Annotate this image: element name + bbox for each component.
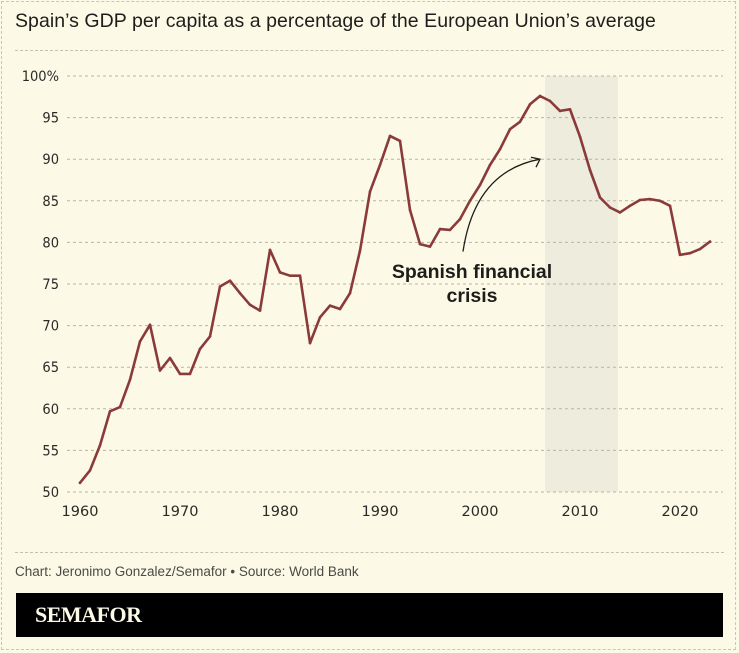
x-tick-label: 1980 <box>262 504 299 520</box>
data-point <box>438 227 442 231</box>
data-point <box>278 271 282 274</box>
data-point <box>248 303 252 307</box>
data-point <box>688 251 692 255</box>
data-point <box>148 323 152 327</box>
data-point <box>488 163 492 167</box>
y-tick-label: 80 <box>42 235 59 251</box>
data-point <box>618 211 622 214</box>
footer-divider <box>15 552 724 553</box>
data-point <box>478 183 482 187</box>
data-point <box>638 198 642 202</box>
y-tick-label: 75 <box>42 277 59 293</box>
x-axis: 1960 1970 1980 1990 2000 2010 2020 <box>62 504 699 520</box>
data-point <box>598 196 602 199</box>
data-point <box>108 409 112 413</box>
data-point <box>468 199 472 203</box>
data-point <box>128 378 132 381</box>
data-point <box>168 356 172 360</box>
data-point <box>268 248 272 252</box>
data-point <box>448 228 452 232</box>
x-tick-label: 1960 <box>62 504 99 520</box>
data-point <box>668 204 672 208</box>
data-point <box>628 204 632 208</box>
data-point <box>508 127 512 131</box>
y-tick-label: 65 <box>42 360 59 376</box>
data-point <box>348 291 352 295</box>
data-point <box>258 309 262 312</box>
y-axis: 50 55 60 65 70 75 80 85 90 95 100% <box>22 69 59 501</box>
data-point <box>568 107 572 111</box>
brand-bar: SEMAFOR <box>16 593 723 637</box>
data-point <box>178 372 182 376</box>
gdp-series-line <box>78 94 712 485</box>
data-point <box>708 240 712 243</box>
data-point <box>98 444 102 447</box>
annotation-arrow <box>462 158 541 252</box>
data-point <box>188 372 192 376</box>
data-point <box>368 190 372 193</box>
data-point <box>118 405 122 409</box>
y-tick-label: 95 <box>42 111 59 127</box>
annotation-label: crisis <box>447 285 498 307</box>
data-point <box>298 274 302 277</box>
x-tick-label: 2000 <box>462 504 499 520</box>
data-point <box>88 469 92 472</box>
data-point <box>498 147 502 151</box>
data-point <box>678 253 682 257</box>
y-tick-label: 50 <box>42 485 59 501</box>
y-tick-label: 100% <box>22 69 59 85</box>
data-point <box>158 369 162 372</box>
data-point <box>328 304 332 307</box>
data-point <box>218 285 222 288</box>
y-tick-label: 85 <box>42 194 59 210</box>
chart-credit: Chart: Jeronimo Gonzalez/Semafor • Sourc… <box>15 564 359 579</box>
data-point <box>648 197 652 201</box>
data-point <box>308 341 312 345</box>
data-point <box>388 134 392 138</box>
y-tick-label: 55 <box>42 443 59 459</box>
data-point <box>338 307 342 311</box>
y-tick-label: 70 <box>42 319 59 335</box>
data-point <box>238 291 242 295</box>
y-tick-label: 90 <box>42 152 59 168</box>
data-point <box>198 347 202 351</box>
data-point <box>138 340 142 343</box>
data-point <box>588 168 592 172</box>
data-point <box>558 109 562 113</box>
data-point <box>548 99 552 103</box>
data-point <box>78 481 82 485</box>
chart-title: Spain’s GDP per capita as a percentage o… <box>15 10 656 32</box>
annotation-label: Spanish financial <box>392 261 552 283</box>
title-divider <box>15 50 724 51</box>
data-point <box>538 94 542 98</box>
data-point <box>458 217 462 221</box>
data-point <box>208 335 212 338</box>
data-point <box>528 102 532 106</box>
data-point <box>418 242 422 246</box>
x-tick-label: 1990 <box>362 504 399 520</box>
data-point <box>378 163 382 167</box>
data-point <box>428 245 432 248</box>
x-tick-label: 1970 <box>162 504 199 520</box>
data-point <box>408 208 412 212</box>
data-point <box>228 279 232 282</box>
x-tick-label: 2010 <box>562 504 599 520</box>
arrowhead-icon <box>530 156 541 168</box>
data-point <box>578 135 582 139</box>
series-layer <box>78 94 712 485</box>
data-point <box>658 199 662 203</box>
data-point <box>358 249 362 253</box>
semafor-logo: SEMAFOR <box>35 602 142 627</box>
x-tick-label: 2020 <box>662 504 699 520</box>
data-point <box>698 247 702 251</box>
data-point <box>398 139 402 143</box>
y-tick-label: 60 <box>42 402 59 418</box>
data-point <box>518 120 522 124</box>
data-point <box>608 206 612 209</box>
data-point <box>318 315 322 319</box>
data-point <box>288 274 292 277</box>
